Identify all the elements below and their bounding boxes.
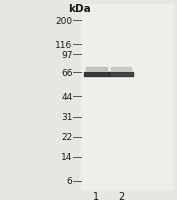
Text: 14: 14 <box>61 153 73 161</box>
Bar <box>109 72 133 77</box>
Text: 200: 200 <box>55 17 73 25</box>
Text: 1: 1 <box>93 191 99 200</box>
Text: 6: 6 <box>67 177 73 185</box>
Text: 116: 116 <box>55 41 73 49</box>
Text: 97: 97 <box>61 51 73 59</box>
Bar <box>84 72 109 77</box>
Bar <box>111 68 131 70</box>
Text: 66: 66 <box>61 69 73 77</box>
Text: 22: 22 <box>61 133 73 141</box>
Text: 31: 31 <box>61 113 73 121</box>
Bar <box>81 5 173 189</box>
Text: kDa: kDa <box>68 4 91 14</box>
Text: 2: 2 <box>118 191 124 200</box>
Text: 44: 44 <box>61 93 73 101</box>
Bar <box>86 68 107 70</box>
